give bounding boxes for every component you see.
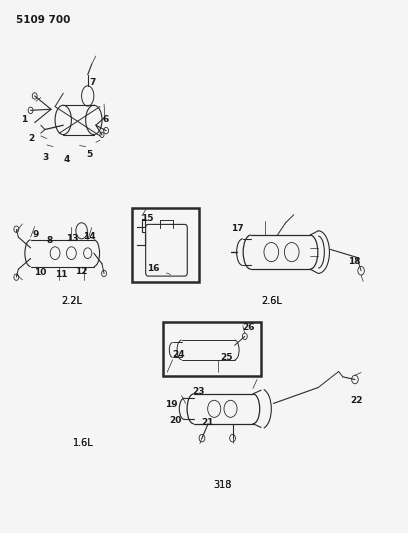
Text: 5109 700: 5109 700 — [16, 15, 71, 25]
Text: 9: 9 — [33, 230, 39, 239]
Text: 15: 15 — [142, 214, 154, 223]
Text: 20: 20 — [169, 416, 182, 424]
Text: 1.6L: 1.6L — [73, 439, 94, 448]
Text: 4: 4 — [63, 156, 70, 164]
Text: 8: 8 — [47, 237, 53, 245]
Text: 23: 23 — [193, 387, 205, 396]
Text: 2.6L: 2.6L — [261, 296, 282, 306]
Text: 5: 5 — [86, 150, 92, 159]
Text: 3: 3 — [42, 153, 49, 161]
Text: 19: 19 — [165, 400, 177, 408]
Bar — [132, 208, 199, 282]
Text: 18: 18 — [348, 257, 360, 265]
Text: 12: 12 — [75, 268, 88, 276]
Text: 11: 11 — [55, 270, 67, 279]
Text: 14: 14 — [83, 232, 95, 240]
Text: 13: 13 — [67, 234, 79, 243]
Text: 17: 17 — [231, 224, 244, 232]
Text: 7: 7 — [90, 78, 96, 87]
Text: 26: 26 — [243, 324, 255, 332]
Text: 21: 21 — [201, 418, 213, 427]
Text: 24: 24 — [173, 350, 185, 359]
Bar — [163, 322, 261, 376]
Text: 6: 6 — [102, 116, 109, 124]
Text: 318: 318 — [213, 480, 232, 490]
Text: 2.2L: 2.2L — [61, 296, 82, 306]
Text: 1: 1 — [21, 116, 28, 124]
Text: 2.2L: 2.2L — [61, 296, 82, 306]
Text: 2.6L: 2.6L — [261, 296, 282, 306]
Text: 22: 22 — [350, 397, 362, 405]
Text: 10: 10 — [34, 269, 46, 277]
Text: 2: 2 — [29, 134, 35, 143]
Text: 25: 25 — [220, 353, 233, 361]
Text: 318: 318 — [213, 480, 232, 490]
Text: 16: 16 — [147, 264, 159, 272]
Text: 1.6L: 1.6L — [73, 439, 94, 448]
